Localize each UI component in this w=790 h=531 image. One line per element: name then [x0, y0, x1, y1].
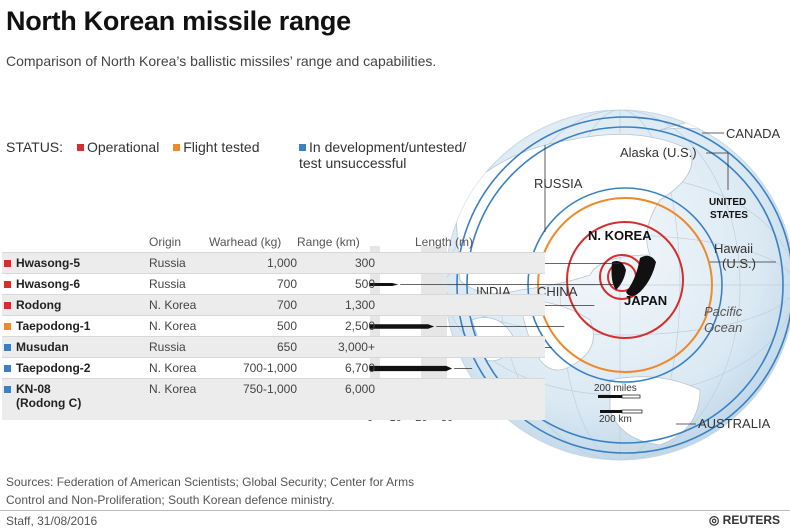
label-canada: CANADA [726, 126, 781, 141]
col-length: Length (m) [415, 235, 474, 249]
table-row: Taepodong-1 N. Korea 500 2,500 [2, 315, 545, 337]
col-range: Range (km) [297, 235, 360, 249]
legend-flight-tested-swatch [173, 144, 181, 151]
label-alaska: Alaska (U.S.) [620, 145, 697, 160]
page-subtitle: Comparison of North Korea’s ballistic mi… [6, 53, 437, 69]
missile-origin: Russia [149, 252, 209, 274]
label-scale-km: 200 km [599, 414, 632, 425]
missile-name: Hwasong-5 [2, 252, 149, 274]
missile-range: 3,000+ [297, 336, 375, 358]
label-japan: JAPAN [624, 293, 667, 308]
status-swatch [4, 302, 11, 309]
missile-length-cell [375, 315, 545, 337]
legend-development-line2: test unsuccessful [299, 155, 407, 171]
missile-name: Musudan [2, 336, 149, 358]
col-origin: Origin [149, 235, 182, 249]
status-swatch [4, 323, 11, 330]
missile-length-cell [375, 357, 545, 379]
missile-warhead: 750-1,000 [209, 378, 297, 420]
japan-islands [626, 255, 656, 296]
label-pacific: Pacific [704, 304, 743, 319]
range-ring-rodong [566, 221, 684, 339]
label-ocean: Ocean [704, 320, 742, 335]
missile-origin: N. Korea [149, 315, 209, 337]
status-label: STATUS: [6, 139, 64, 155]
missile-table: Origin Warhead (kg) Range (km) Length (m… [2, 232, 545, 420]
missile-warhead: 700 [209, 273, 297, 295]
missile-range: 2,500 [297, 315, 375, 337]
legend-development: In development/untested/ [299, 139, 466, 155]
label-hawaii-us: (U.S.) [722, 256, 756, 271]
sources: Sources: Federation of American Scientis… [6, 473, 414, 509]
map-labels: CANADA Alaska (U.S.) RUSSIA UNITED STATE… [476, 126, 781, 431]
status-swatch [4, 344, 11, 351]
label-china: CHINA [537, 284, 578, 299]
sources-line-2: Control and Non-Proliferation; South Kor… [6, 493, 335, 507]
missile-name: Hwasong-6 [2, 273, 149, 295]
legend-operational-swatch [76, 144, 84, 151]
leader-lines [544, 132, 776, 425]
table-row: Taepodong-2 N. Korea 700-1,000 6,700 [2, 357, 545, 379]
missile-name: Taepodong-1 [2, 315, 149, 337]
missile-warhead: 650 [209, 336, 297, 358]
table-row: Rodong N. Korea 700 1,300 [2, 294, 545, 316]
staff-date: Staff, 31/08/2016 [6, 514, 98, 528]
status-swatch [4, 365, 11, 372]
label-australia: AUSTRALIA [698, 416, 771, 431]
label-scale-miles: 200 miles [594, 383, 637, 394]
missile-origin: N. Korea [149, 294, 209, 316]
table-row: KN-08 (Rodong C) N. Korea 750-1,000 6,000 [2, 378, 545, 420]
table-row: Musudan Russia 650 3,000+ [2, 336, 545, 358]
page-title: North Korean missile range [6, 6, 351, 36]
legend-operational: Operational [76, 139, 159, 155]
label-russia: RUSSIA [534, 176, 583, 191]
missile-origin: Russia [149, 273, 209, 295]
missile-range: 300 [297, 252, 375, 274]
missile-name: Taepodong-2 [2, 357, 149, 379]
missile-name: Rodong [2, 294, 149, 316]
missile-length-cell [375, 294, 545, 316]
missile-length-cell [375, 273, 545, 295]
missile-warhead: 700 [209, 294, 297, 316]
label-states: STATES [710, 210, 748, 221]
missile-warhead: 1,000 [209, 252, 297, 274]
missile-origin: N. Korea [149, 378, 209, 420]
status-swatch [4, 260, 11, 267]
reuters-logo: ◎ REUTERS [708, 513, 780, 527]
missile-range: 500 [297, 273, 375, 295]
missile-warhead: 500 [209, 315, 297, 337]
missile-length-cell [375, 252, 545, 274]
reuters-wordmark: REUTERS [722, 513, 780, 527]
missile-warhead: 700-1,000 [209, 357, 297, 379]
sources-line-1: Sources: Federation of American Scientis… [6, 475, 415, 489]
footer-divider [0, 510, 790, 511]
status-legend: STATUS: Operational Flight tested In dev… [6, 139, 466, 171]
missile-range: 1,300 [297, 294, 375, 316]
legend-development-swatch [299, 144, 306, 151]
missile-range: 6,000 [297, 378, 375, 420]
col-name [2, 232, 149, 253]
legend-flight-tested: Flight tested [173, 139, 259, 155]
missile-length-cell [375, 378, 545, 420]
missile-name: KN-08 (Rodong C) [2, 378, 149, 420]
label-united: UNITED [709, 197, 746, 208]
table-row: Hwasong-5 Russia 1,000 300 [2, 252, 545, 274]
missile-origin: N. Korea [149, 357, 209, 379]
scale-bars [598, 394, 643, 414]
table-row: Hwasong-6 Russia 700 500 [2, 273, 545, 295]
status-swatch [4, 386, 11, 393]
missile-range: 6,700 [297, 357, 375, 379]
col-warhead: Warhead (kg) [209, 235, 282, 249]
label-hawaii: Hawaii [714, 241, 753, 256]
missile-origin: Russia [149, 336, 209, 358]
status-swatch [4, 281, 11, 288]
korea-peninsula [611, 261, 626, 290]
missile-length-cell [375, 336, 545, 358]
label-nkorea: N. KOREA [588, 228, 652, 243]
